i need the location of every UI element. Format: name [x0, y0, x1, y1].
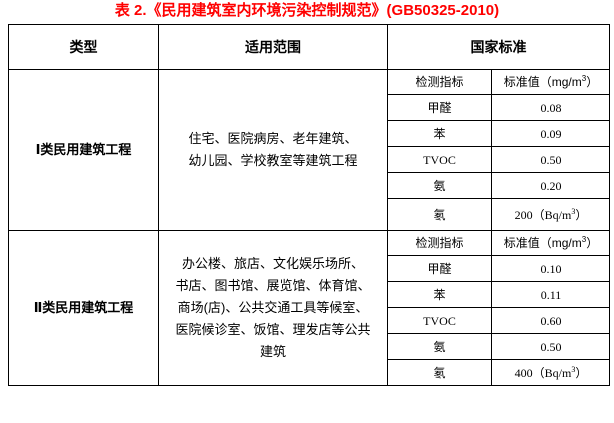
scope-line: 商场(店)、公共交通工具等候室、 — [177, 300, 369, 315]
section-scope-2: 办公楼、旅店、文化娱乐场所、 书店、图书馆、展览馆、体育馆、 商场(店)、公共交… — [158, 230, 388, 386]
value-unit-suffix: ） — [586, 236, 599, 250]
value-unit-prefix: 标准值（mg/m — [503, 236, 582, 250]
indicator-name: 甲醛 — [388, 94, 492, 121]
indicator-name: TVOC — [388, 146, 492, 173]
scope-line: 幼儿园、学校教室等建筑工程 — [188, 153, 358, 168]
scope-line: 建筑 — [259, 344, 286, 359]
indicator-value: 0.10 — [491, 255, 610, 282]
indicator-value: 0.09 — [491, 120, 610, 147]
scope-line: 医院候诊室、饭馆、理发店等公共 — [175, 322, 371, 337]
column-header-standard: 国家标准 — [387, 24, 610, 70]
column-header-scope: 适用范围 — [158, 24, 388, 70]
value-prefix: 400（Bq/m — [514, 365, 572, 380]
value-unit-superscript: 3 — [581, 235, 587, 244]
table-row: Ⅰ类民用建筑工程 住宅、医院病房、老年建筑、 幼儿园、学校教室等建筑工程 检测指… — [8, 69, 610, 231]
section-standards-2: 检测指标 标准值（mg/m3） 甲醛 0.10 苯 0.11 — [387, 230, 610, 386]
value-superscript: 3 — [571, 364, 576, 374]
indicator-name: 氡 — [388, 359, 492, 385]
value-unit-prefix: 标准值（mg/m — [503, 75, 582, 89]
section-standards-1: 检测指标 标准值（mg/m3） 甲醛 0.08 苯 0.09 — [387, 69, 610, 231]
standards-subtable-2: 检测指标 标准值（mg/m3） 甲醛 0.10 苯 0.11 — [388, 231, 610, 385]
indicator-name: 氨 — [388, 172, 492, 199]
value-unit-suffix: ） — [586, 75, 599, 89]
indicator-value: 0.50 — [491, 333, 610, 360]
standards-subtable-1: 检测指标 标准值（mg/m3） 甲醛 0.08 苯 0.09 — [388, 70, 610, 230]
indicator-name: 苯 — [388, 120, 492, 147]
scope-line: 办公楼、旅店、文化娱乐场所、 — [181, 256, 364, 271]
indicator-value: 400（Bq/m3） — [491, 359, 610, 385]
column-header-type: 类型 — [8, 24, 159, 70]
subcolumn-header-indicator: 检测指标 — [388, 70, 492, 95]
table-row: 甲醛 0.10 — [388, 255, 610, 282]
table-row: 苯 0.11 — [388, 281, 610, 308]
indicator-name: 氨 — [388, 333, 492, 360]
indicator-value: 0.60 — [491, 307, 610, 334]
value-prefix: 200（Bq/m — [514, 207, 572, 222]
value-unit-superscript: 3 — [581, 74, 587, 83]
indicator-name: TVOC — [388, 307, 492, 334]
table-row: 氨 0.20 — [388, 172, 610, 199]
table-header-row: 类型 适用范围 国家标准 — [8, 24, 610, 70]
indicator-value: 0.50 — [491, 146, 610, 173]
section-type-label-2: Ⅱ类民用建筑工程 — [8, 230, 159, 386]
indicator-name: 苯 — [388, 281, 492, 308]
value-suffix: ） — [575, 365, 588, 380]
page-title: 表 2.《民用建筑室内环境污染控制规范》(GB50325-2010) — [114, 2, 500, 19]
table-row: 氡 400（Bq/m3） — [388, 359, 610, 385]
section-type-label-1: Ⅰ类民用建筑工程 — [8, 69, 159, 231]
indicator-name: 氡 — [388, 198, 492, 230]
indicator-name: 甲醛 — [388, 255, 492, 282]
indicator-value: 0.11 — [491, 281, 610, 308]
indicator-value: 200（Bq/m3） — [491, 198, 610, 230]
subtable-header-row: 检测指标 标准值（mg/m3） — [388, 70, 610, 95]
scope-line: 住宅、医院病房、老年建筑、 — [188, 131, 358, 146]
subtable-header-row: 检测指标 标准值（mg/m3） — [388, 231, 610, 256]
table-row: 氡 200（Bq/m3） — [388, 198, 610, 230]
table-row: 氨 0.50 — [388, 333, 610, 360]
indicator-value: 0.08 — [491, 94, 610, 121]
subcolumn-header-value: 标准值（mg/m3） — [491, 70, 610, 95]
table-row: TVOC 0.50 — [388, 146, 610, 173]
value-suffix: ） — [575, 207, 588, 222]
subcolumn-header-value: 标准值（mg/m3） — [491, 231, 610, 256]
table-row: Ⅱ类民用建筑工程 办公楼、旅店、文化娱乐场所、 书店、图书馆、展览馆、体育馆、 … — [8, 230, 610, 386]
indicator-value: 0.20 — [491, 172, 610, 199]
value-superscript: 3 — [571, 206, 576, 216]
table-row: TVOC 0.60 — [388, 307, 610, 334]
subcolumn-header-indicator: 检测指标 — [388, 231, 492, 256]
section-scope-1: 住宅、医院病房、老年建筑、 幼儿园、学校教室等建筑工程 — [158, 69, 388, 231]
standards-table: 类型 适用范围 国家标准 Ⅰ类民用建筑工程 住宅、医院病房、老年建筑、 幼儿园、… — [8, 24, 610, 386]
table-row: 甲醛 0.08 — [388, 94, 610, 121]
scope-line: 书店、图书馆、展览馆、体育馆、 — [175, 278, 371, 293]
table-row: 苯 0.09 — [388, 120, 610, 147]
